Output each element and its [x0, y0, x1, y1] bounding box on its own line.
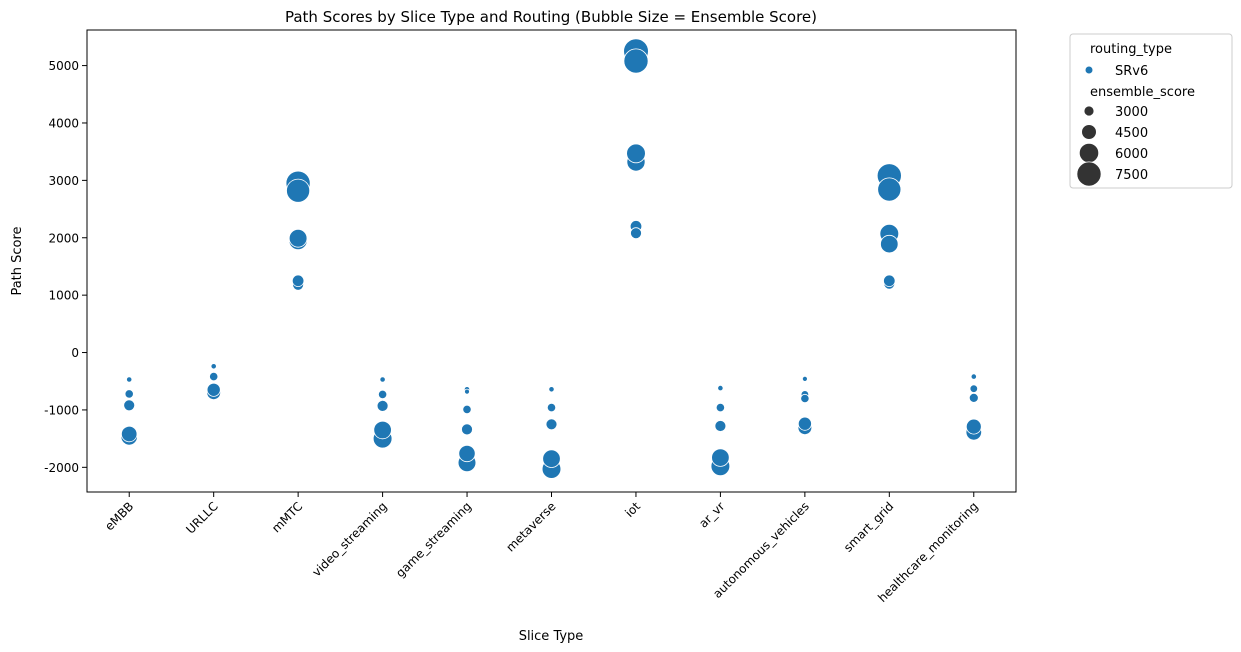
- x-tick-label: metaverse: [503, 499, 558, 554]
- data-bubble: [376, 399, 389, 412]
- data-bubble: [126, 376, 133, 383]
- data-bubble: [542, 449, 561, 468]
- y-tick-label: 0: [71, 346, 79, 360]
- data-bubble: [286, 178, 311, 203]
- data-bubble: [462, 404, 472, 414]
- data-bubble: [800, 393, 810, 404]
- y-tick-label: -1000: [44, 403, 79, 417]
- y-axis: -2000 -1000 0 1000 2000 3000 4000 5000: [44, 59, 87, 475]
- data-bubble: [715, 402, 726, 413]
- y-tick-label: 2000: [48, 231, 79, 245]
- data-bubble: [209, 371, 219, 382]
- x-tick-label: iot: [622, 499, 643, 520]
- data-bubble: [883, 274, 896, 288]
- data-bubble: [373, 420, 392, 440]
- legend-frame: [1069, 33, 1233, 189]
- data-bubble: [802, 375, 808, 382]
- data-bubble: [546, 402, 557, 413]
- legend-size-label: 4500: [1115, 126, 1148, 141]
- legend-size-title: ensemble_score: [1090, 85, 1195, 100]
- legend-hue-title: routing_type: [1090, 42, 1172, 57]
- data-bubble: [545, 418, 558, 431]
- legend-marker-srv6: [1085, 66, 1093, 74]
- data-bubble: [714, 420, 727, 432]
- x-tick-label: healthcare_monitoring: [875, 499, 981, 605]
- y-tick-label: -2000: [44, 461, 79, 475]
- legend-size-label: 6000: [1115, 147, 1148, 162]
- data-bubble: [377, 389, 388, 399]
- x-tick-label: game_streaming: [393, 499, 474, 580]
- x-tick-label: URLLC: [183, 499, 220, 536]
- data-bubble: [548, 386, 555, 393]
- y-axis-label: Path Score: [10, 226, 25, 295]
- legend-size-marker: [1083, 105, 1095, 117]
- data-bubble: [623, 48, 649, 74]
- data-bubble: [458, 444, 476, 463]
- data-bubble: [123, 399, 136, 412]
- x-tick-label: mMTC: [269, 499, 305, 535]
- x-axis: eMBB URLLC mMTC video_streaming game_streami…: [102, 492, 981, 605]
- data-bubble: [969, 384, 978, 393]
- x-tick-label: smart_grid: [841, 499, 896, 554]
- x-axis-label: Slice Type: [519, 629, 584, 644]
- data-bubble: [880, 234, 899, 254]
- legend-label-srv6: SRv6: [1115, 64, 1148, 79]
- chart-title: Path Scores by Slice Type and Routing (B…: [285, 8, 817, 26]
- data-bubble: [120, 425, 138, 443]
- data-bubble: [206, 382, 221, 397]
- y-tick-label: 1000: [48, 289, 79, 303]
- data-bubble: [210, 363, 217, 370]
- legend-size-marker: [1078, 142, 1100, 164]
- legend-size-marker: [1076, 161, 1102, 187]
- x-tick-label: autonomous_vehicles: [710, 499, 812, 601]
- x-tick-label: ar_vr: [696, 499, 727, 530]
- legend-size-label: 3000: [1115, 105, 1148, 120]
- data-bubble: [626, 143, 646, 164]
- data-bubble: [965, 418, 982, 435]
- data-bubble: [461, 423, 473, 436]
- data-bubble: [717, 384, 724, 392]
- legend-size-entries: 3000 4500 6000 7500: [1076, 105, 1148, 187]
- data-bubble: [877, 177, 902, 202]
- data-bubble: [630, 227, 642, 240]
- legend-size-marker: [1081, 124, 1097, 140]
- legend: routing_type SRv6 ensemble_score 3000 450…: [1069, 33, 1233, 189]
- data-bubble: [797, 416, 812, 431]
- x-tick-label: video_streaming: [310, 499, 390, 579]
- y-tick-label: 4000: [48, 116, 79, 130]
- plot-area: [120, 38, 983, 479]
- y-tick-label: 5000: [48, 59, 79, 73]
- data-bubble: [464, 388, 470, 395]
- data-bubble: [288, 229, 308, 248]
- data-bubble: [970, 373, 977, 380]
- data-bubble: [968, 392, 979, 403]
- y-tick-label: 3000: [48, 174, 79, 188]
- data-bubble: [711, 448, 730, 467]
- legend-size-label: 7500: [1115, 168, 1148, 183]
- data-bubble: [124, 389, 134, 399]
- data-bubble: [379, 376, 386, 383]
- data-bubble: [291, 274, 305, 288]
- x-tick-label: eMBB: [102, 499, 136, 533]
